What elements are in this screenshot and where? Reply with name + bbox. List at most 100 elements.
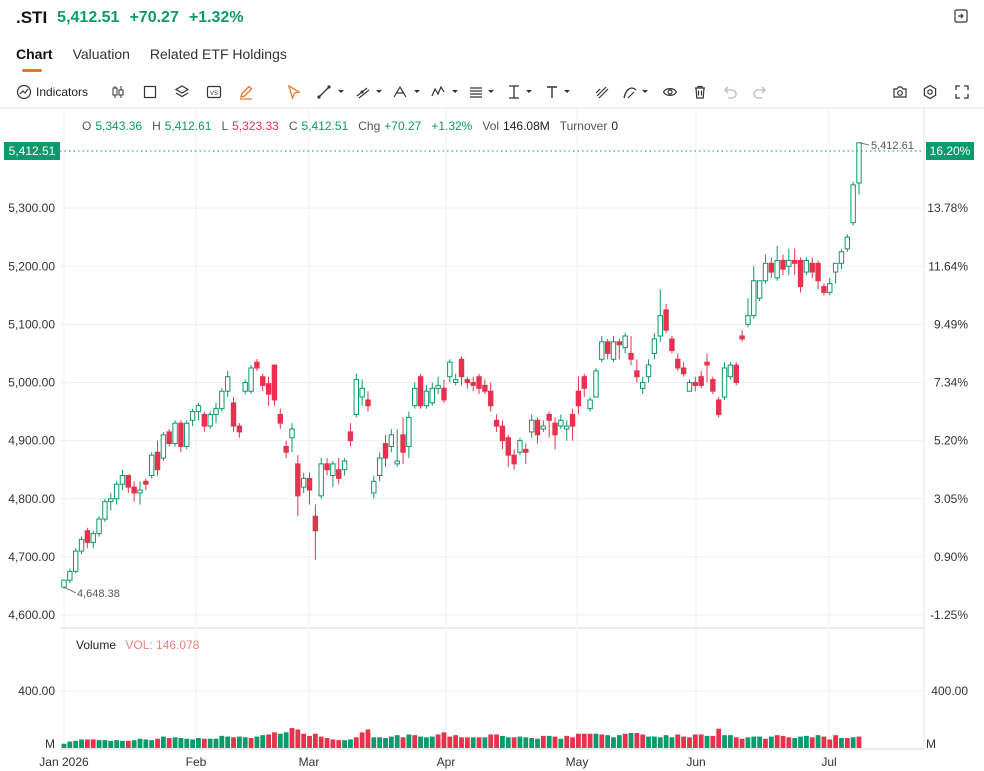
candle-body xyxy=(645,364,652,378)
brush-icon[interactable] xyxy=(594,82,610,102)
volume-bar xyxy=(248,738,254,748)
camera-icon[interactable] xyxy=(892,82,908,102)
candle-body xyxy=(827,283,833,293)
candle xyxy=(634,359,640,383)
volume-bar xyxy=(383,738,388,748)
volume-bar xyxy=(84,739,90,748)
candle-body xyxy=(184,422,190,447)
volume-bar xyxy=(201,738,207,748)
exit-icon[interactable] xyxy=(954,9,968,23)
tab-chart[interactable]: Chart xyxy=(16,46,53,72)
candle xyxy=(213,402,219,424)
candle xyxy=(300,472,307,493)
candle xyxy=(505,434,511,467)
candle xyxy=(797,257,804,293)
candle xyxy=(651,333,658,360)
candle xyxy=(224,370,231,398)
candle xyxy=(131,481,137,502)
curve-icon[interactable] xyxy=(622,82,652,102)
svg-text:VS: VS xyxy=(210,91,218,97)
volume-bar xyxy=(406,734,412,748)
candle xyxy=(727,362,734,380)
cursor-icon[interactable] xyxy=(286,82,302,102)
text-icon[interactable] xyxy=(544,82,574,102)
x-tick-label: Jun xyxy=(686,755,705,769)
volume-bar xyxy=(482,737,488,748)
high-annotation-leader xyxy=(858,142,870,146)
trash-icon[interactable] xyxy=(692,82,708,102)
volume-bar xyxy=(125,740,131,748)
candle-body xyxy=(482,384,488,392)
volume-bar xyxy=(73,740,79,748)
compare-icon[interactable]: VS xyxy=(206,82,222,102)
candle xyxy=(412,382,418,409)
open-label: O xyxy=(82,119,92,133)
candle xyxy=(540,420,547,432)
eye-icon[interactable] xyxy=(662,82,678,102)
candle-body xyxy=(528,419,535,433)
candle xyxy=(78,536,85,554)
candle xyxy=(791,248,798,275)
text-lines-icon[interactable] xyxy=(468,82,498,102)
candle-body xyxy=(733,364,739,383)
undo-icon[interactable] xyxy=(722,82,738,102)
tab-valuation[interactable]: Valuation xyxy=(72,46,130,62)
volume-bar xyxy=(242,737,248,748)
candle-body xyxy=(663,309,669,331)
fib-icon[interactable] xyxy=(354,82,384,102)
candle-body xyxy=(195,405,202,413)
fullscreen-icon[interactable] xyxy=(954,82,970,102)
volume-bar xyxy=(464,737,470,748)
candlestick-icon[interactable] xyxy=(110,82,126,102)
redo-icon[interactable] xyxy=(752,82,768,102)
volume-bar xyxy=(196,738,201,748)
volume-bar xyxy=(272,732,277,748)
candle xyxy=(423,385,430,409)
indicators-button[interactable]: Indicators xyxy=(16,82,88,102)
settings-icon[interactable] xyxy=(922,82,938,102)
wave-icon[interactable] xyxy=(430,82,460,102)
x-tick-label: Jan 2026 xyxy=(39,755,89,769)
volume-bar xyxy=(166,738,172,748)
volume-indicator-value: VOL: 146.078 xyxy=(125,638,200,652)
candle-body xyxy=(423,390,430,407)
candle xyxy=(67,568,73,584)
y-tick-label: 4,800.00 xyxy=(8,492,55,506)
candle xyxy=(564,420,570,441)
volume-bar xyxy=(856,736,862,748)
volume-bar xyxy=(833,735,839,748)
trendline-icon[interactable] xyxy=(316,82,346,102)
candle xyxy=(353,373,359,418)
tab-related-etf-holdings[interactable]: Related ETF Holdings xyxy=(149,46,287,62)
volume-bar xyxy=(716,728,722,748)
candle xyxy=(552,417,558,450)
candle-body xyxy=(394,460,400,465)
candle xyxy=(768,257,775,278)
candle-body xyxy=(160,434,167,459)
candle xyxy=(96,516,102,537)
candle xyxy=(143,478,149,491)
candle-body xyxy=(178,422,184,447)
indicators-label: Indicators xyxy=(36,85,89,99)
volume-bar xyxy=(558,738,564,748)
candle-body xyxy=(318,463,324,497)
pattern-icon[interactable] xyxy=(392,82,422,102)
candle xyxy=(119,469,126,491)
candle-body xyxy=(447,361,453,378)
candle xyxy=(716,397,722,418)
pen-icon[interactable] xyxy=(238,82,254,102)
y-tick-label: 5,100.00 xyxy=(8,317,55,331)
volume-bar xyxy=(505,737,511,748)
measure-icon[interactable] xyxy=(506,82,536,102)
volume-bar xyxy=(552,736,558,748)
volume-bar xyxy=(535,738,540,748)
candle xyxy=(669,336,675,354)
rectangle-icon[interactable] xyxy=(142,82,158,102)
candle-body xyxy=(376,457,383,476)
candle-body xyxy=(517,440,523,453)
layers-icon[interactable] xyxy=(174,82,190,102)
candle xyxy=(546,411,552,438)
high-label: H xyxy=(152,119,161,133)
candle xyxy=(84,527,91,549)
